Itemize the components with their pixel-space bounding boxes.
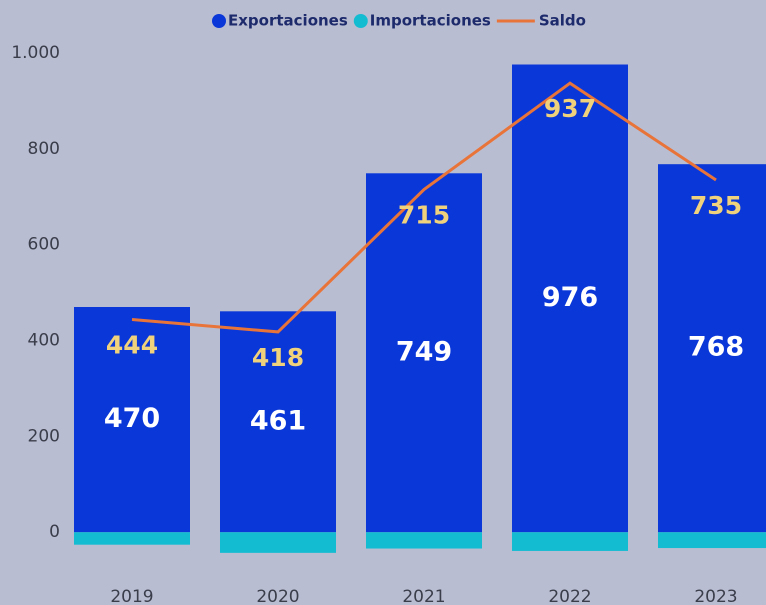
bar bbox=[366, 173, 482, 533]
y-tick-label: 400 bbox=[28, 331, 60, 351]
y-tick-label: 1.000 bbox=[11, 43, 60, 63]
x-tick-label: 2019 bbox=[110, 587, 153, 605]
x-tick-label: 2020 bbox=[256, 587, 299, 605]
legend-dot bbox=[212, 14, 226, 28]
legend-label: Importaciones bbox=[370, 12, 491, 30]
bar bbox=[512, 532, 628, 551]
value-label: 976 bbox=[542, 282, 598, 313]
bar bbox=[220, 532, 336, 553]
value-label: 749 bbox=[396, 336, 452, 367]
value-label: 418 bbox=[252, 343, 304, 372]
value-label: 715 bbox=[398, 201, 450, 230]
value-label: 735 bbox=[690, 191, 742, 220]
bar bbox=[74, 532, 190, 545]
y-tick-label: 600 bbox=[28, 235, 60, 255]
bar bbox=[74, 307, 190, 533]
y-tick-label: 800 bbox=[28, 139, 60, 159]
legend-label: Saldo bbox=[539, 12, 586, 30]
value-label: 937 bbox=[544, 94, 596, 123]
bar bbox=[220, 311, 336, 533]
value-label: 461 bbox=[250, 405, 306, 436]
value-label: 768 bbox=[688, 332, 744, 363]
x-tick-label: 2023 bbox=[694, 587, 737, 605]
y-tick-label: 200 bbox=[28, 426, 60, 446]
legend-label: Exportaciones bbox=[228, 12, 348, 30]
value-label: 470 bbox=[104, 403, 160, 434]
value-label: 444 bbox=[106, 330, 158, 359]
x-tick-label: 2021 bbox=[402, 587, 445, 605]
bar bbox=[658, 532, 766, 549]
legend-dot bbox=[353, 14, 368, 28]
bar bbox=[366, 532, 482, 549]
y-tick-label: 0 bbox=[49, 522, 60, 542]
bar bbox=[658, 164, 766, 533]
bar bbox=[512, 64, 628, 533]
x-tick-label: 2022 bbox=[548, 587, 591, 605]
line bbox=[131, 81, 717, 334]
